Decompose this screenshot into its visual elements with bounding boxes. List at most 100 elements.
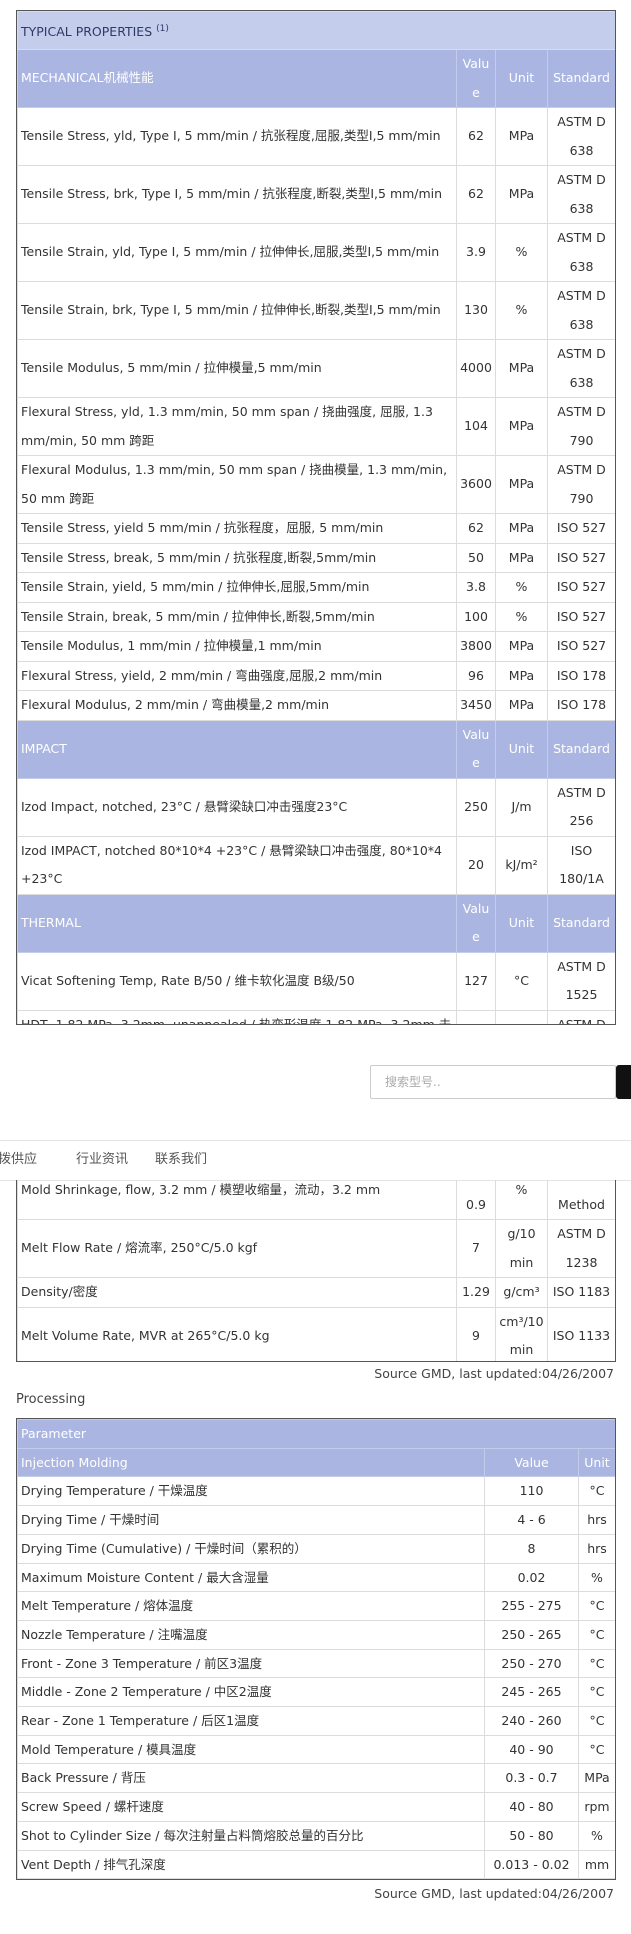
property-standard: ASTM D 790: [547, 397, 615, 457]
property-name: Izod IMPACT, notched 80*10*4 +23°C / 悬臂梁…: [17, 835, 457, 895]
parameter-value: 250 - 270: [484, 1648, 579, 1679]
parameter-row: Rear - Zone 1 Temperature / 后区1温度 240 - 2…: [17, 1706, 615, 1736]
parameter-value: 0.02: [484, 1562, 579, 1593]
parameter-value: 240 - 260: [484, 1706, 579, 1736]
section-header-row: MECHANICAL机械性能 Value Unit Standard: [17, 49, 615, 109]
property-row: Izod IMPACT, notched 80*10*4 +23°C / 悬臂梁…: [17, 835, 615, 895]
section-title: Processing: [16, 1392, 86, 1407]
property-standard: ASTM D 648: [547, 1009, 615, 1024]
property-name: HDT, 1.82 MPa, 3.2mm, unannealed / 热变形温度…: [17, 1009, 457, 1024]
search-input[interactable]: 搜索型号..: [370, 1065, 616, 1099]
column-header: Value: [484, 1447, 579, 1478]
property-standard: ISO 527: [547, 631, 615, 662]
table-title-text: TYPICAL PROPERTIES: [21, 24, 153, 40]
property-value: 0.9: [456, 1180, 496, 1220]
property-name: Melt Volume Rate, MVR at 265°C/5.0 kg: [17, 1306, 457, 1361]
properties-table-continued: Mold Shrinkage, flow, 3.2 mm / 模塑收缩量，流动，…: [17, 1180, 615, 1361]
property-value: 100: [456, 601, 496, 633]
parameter-name: Middle - Zone 2 Temperature / 中区2温度: [17, 1677, 485, 1708]
property-unit: g/10 min: [495, 1219, 548, 1278]
property-value: 100: [456, 1009, 496, 1024]
parameter-name: Front - Zone 3 Temperature / 前区3温度: [17, 1648, 485, 1679]
property-standard: ASTM D 638: [547, 165, 615, 225]
parameter-unit: °C: [578, 1706, 615, 1736]
parameter-name: Maximum Moisture Content / 最大含湿量: [17, 1562, 485, 1593]
property-name: Density/密度: [17, 1277, 457, 1308]
parameter-unit: °C: [578, 1734, 615, 1765]
property-value: 3.8: [456, 572, 496, 603]
property-name: Tensile Stress, yld, Type I, 5 mm/min / …: [17, 107, 457, 167]
property-standard: ISO 178: [547, 660, 615, 692]
property-unit: MPa: [495, 397, 548, 457]
column-header: Unit: [578, 1447, 615, 1478]
nav-link[interactable]: 行业资讯: [76, 1152, 129, 1167]
property-name: Tensile Modulus, 1 mm/min / 拉伸模量,1 mm/mi…: [17, 631, 457, 662]
property-unit: °C: [495, 951, 548, 1011]
parameter-row: Drying Time (Cumulative) / 干燥时间（累积的） 8 hrs: [17, 1533, 615, 1564]
parameter-value: 40 - 80: [484, 1792, 579, 1822]
property-standard: ASTM D 638: [547, 223, 615, 283]
group-header-row: Injection Molding Value Unit: [17, 1447, 615, 1478]
parameter-header-row: Parameter: [17, 1419, 615, 1449]
property-row: Tensile Stress, brk, Type I, 5 mm/min / …: [17, 165, 615, 225]
parameter-unit: %: [578, 1820, 615, 1851]
property-value: 104: [456, 397, 496, 457]
property-row: Tensile Modulus, 1 mm/min / 拉伸模量,1 mm/mi…: [17, 631, 615, 662]
parameter-row: Back Pressure / 背压 0.3 - 0.7 MPa: [17, 1763, 615, 1794]
parameter-value: 255 - 275: [484, 1591, 579, 1621]
parameter-row: Shot to Cylinder Size / 每次注射量占料筒熔胶总量的百分比…: [17, 1820, 615, 1851]
property-name: Vicat Softening Temp, Rate B/50 / 维卡软化温度…: [17, 951, 457, 1011]
table-title-row: TYPICAL PROPERTIES (1): [17, 11, 615, 51]
property-row: Flexural Stress, yld, 1.3 mm/min, 50 mm …: [17, 397, 615, 457]
column-header: Unit: [495, 893, 548, 953]
parameter-row: Mold Temperature / 模具温度 40 - 90 °C: [17, 1734, 615, 1765]
property-name: Tensile Strain, brk, Type I, 5 mm/min / …: [17, 281, 457, 341]
nav-link[interactable]: 拨供应: [0, 1152, 38, 1167]
property-standard: ISO 180/1A: [547, 835, 615, 895]
property-standard: ISO 527: [547, 601, 615, 633]
property-row: Izod Impact, notched, 23°C / 悬臂梁缺口冲击强度23…: [17, 777, 615, 837]
property-standard: ASTM D 256: [547, 777, 615, 837]
parameter-name: Drying Time (Cumulative) / 干燥时间（累积的）: [17, 1533, 485, 1564]
property-row: Flexural Modulus, 2 mm/min / 弯曲模量,2 mm/m…: [17, 690, 615, 721]
property-unit: MPa: [495, 107, 548, 167]
property-row: Tensile Stress, yield 5 mm/min / 抗张程度，屈服…: [17, 513, 615, 544]
property-unit: g/cm³: [495, 1277, 548, 1308]
parameter-row: Maximum Moisture Content / 最大含湿量 0.02%: [17, 1562, 615, 1593]
property-row: Mold Shrinkage, flow, 3.2 mm / 模塑收缩量，流动，…: [17, 1180, 615, 1220]
property-standard: ASTM D 1525: [547, 951, 615, 1011]
property-value: 4000: [456, 339, 496, 399]
property-unit: MPa: [495, 455, 548, 515]
property-standard: ASTM D 638: [547, 107, 615, 167]
nav-link[interactable]: 联系我们: [155, 1152, 208, 1167]
property-standard: ISO 178: [547, 690, 615, 721]
section-name: MECHANICAL机械性能: [17, 49, 457, 109]
property-row: Tensile Stress, break, 5 mm/min / 抗张程度,断…: [17, 542, 615, 574]
column-header: Value: [456, 893, 496, 953]
property-row: Flexural Modulus, 1.3 mm/min, 50 mm span…: [17, 455, 615, 515]
parameter-name: Melt Temperature / 熔体温度: [17, 1591, 485, 1621]
source-note: Source GMD, last updated:04/26/2007: [374, 1886, 614, 1901]
property-value: 62: [456, 513, 496, 544]
parameter-name: Mold Temperature / 模具温度: [17, 1734, 485, 1765]
property-name: Melt Flow Rate / 熔流率, 250°C/5.0 kgf: [17, 1219, 457, 1278]
parameter-row: Vent Depth / 排气孔深度 0.013 - 0.02 mm: [17, 1849, 615, 1880]
property-name: Flexural Modulus, 1.3 mm/min, 50 mm span…: [17, 455, 457, 515]
parameter-unit: mm: [578, 1849, 615, 1880]
processing-table: Parameter Injection Molding Value Unit Dryin…: [17, 1419, 615, 1880]
search-button[interactable]: [616, 1065, 631, 1099]
property-row: Tensile Stress, yld, Type I, 5 mm/min / …: [17, 107, 615, 167]
properties-table-continued-wrap: Mold Shrinkage, flow, 3.2 mm / 模塑收缩量，流动，…: [16, 1180, 616, 1362]
property-standard: ISO 527: [547, 572, 615, 603]
parameter-row: Nozzle Temperature / 注嘴温度 250 - 265 °C: [17, 1619, 615, 1650]
property-name: Tensile Stress, break, 5 mm/min / 抗张程度,断…: [17, 542, 457, 574]
property-name: Flexural Modulus, 2 mm/min / 弯曲模量,2 mm/m…: [17, 690, 457, 721]
property-standard: ASTM D 790: [547, 455, 615, 515]
property-row: Vicat Softening Temp, Rate B/50 / 维卡软化温度…: [17, 951, 615, 1011]
property-unit: J/m: [495, 777, 548, 837]
parameter-row: Drying Time / 干燥时间 4 - 6 hrs: [17, 1505, 615, 1535]
property-value: 3800: [456, 631, 496, 662]
parameter-value: 250 - 265: [484, 1619, 579, 1650]
parameter-value: 110: [484, 1476, 579, 1507]
